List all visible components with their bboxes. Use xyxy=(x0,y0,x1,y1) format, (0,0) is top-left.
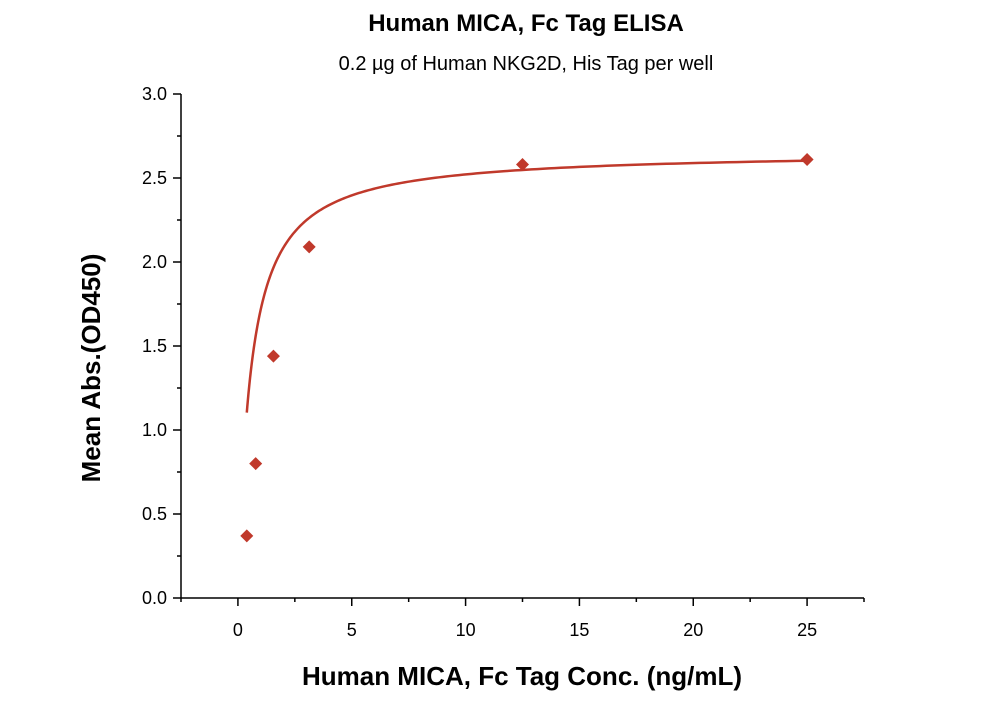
x-tick-label: 0 xyxy=(233,620,243,640)
x-tick-label: 10 xyxy=(456,620,476,640)
x-tick-label: 20 xyxy=(683,620,703,640)
chart-title: Human MICA, Fc Tag ELISA xyxy=(368,10,684,37)
x-tick-label: 15 xyxy=(569,620,589,640)
data-point xyxy=(240,529,254,543)
y-tick-label: 3.0 xyxy=(142,84,167,104)
y-tick-label: 1.0 xyxy=(142,420,167,440)
chart-subtitle: 0.2 µg of Human NKG2D, His Tag per well xyxy=(339,53,714,75)
y-ticks xyxy=(173,93,181,599)
y-tick-label: 0.0 xyxy=(142,588,167,608)
data-point xyxy=(266,349,280,363)
y-tick-label: 0.5 xyxy=(142,504,167,524)
y-tick-label: 2.0 xyxy=(142,252,167,272)
data-points xyxy=(240,153,814,543)
x-tick-label: 25 xyxy=(797,620,817,640)
data-point xyxy=(302,240,316,254)
y-tick-label: 1.5 xyxy=(142,336,167,356)
y-tick-labels: 0.0 0.5 1.0 1.5 2.0 2.5 3.0 xyxy=(142,84,167,608)
x-tick-labels: 0 5 10 15 20 25 xyxy=(233,620,817,640)
fit-curve xyxy=(245,159,808,413)
data-point xyxy=(516,158,529,172)
x-tick-label: 5 xyxy=(347,620,357,640)
x-axis-label: Human MICA, Fc Tag Conc. (ng/mL) xyxy=(302,661,742,691)
data-point xyxy=(800,153,814,167)
y-tick-label: 2.5 xyxy=(142,168,167,188)
y-axis-label: Mean Abs.(OD450) xyxy=(76,254,106,483)
data-point xyxy=(249,457,263,471)
x-ticks xyxy=(180,598,865,606)
